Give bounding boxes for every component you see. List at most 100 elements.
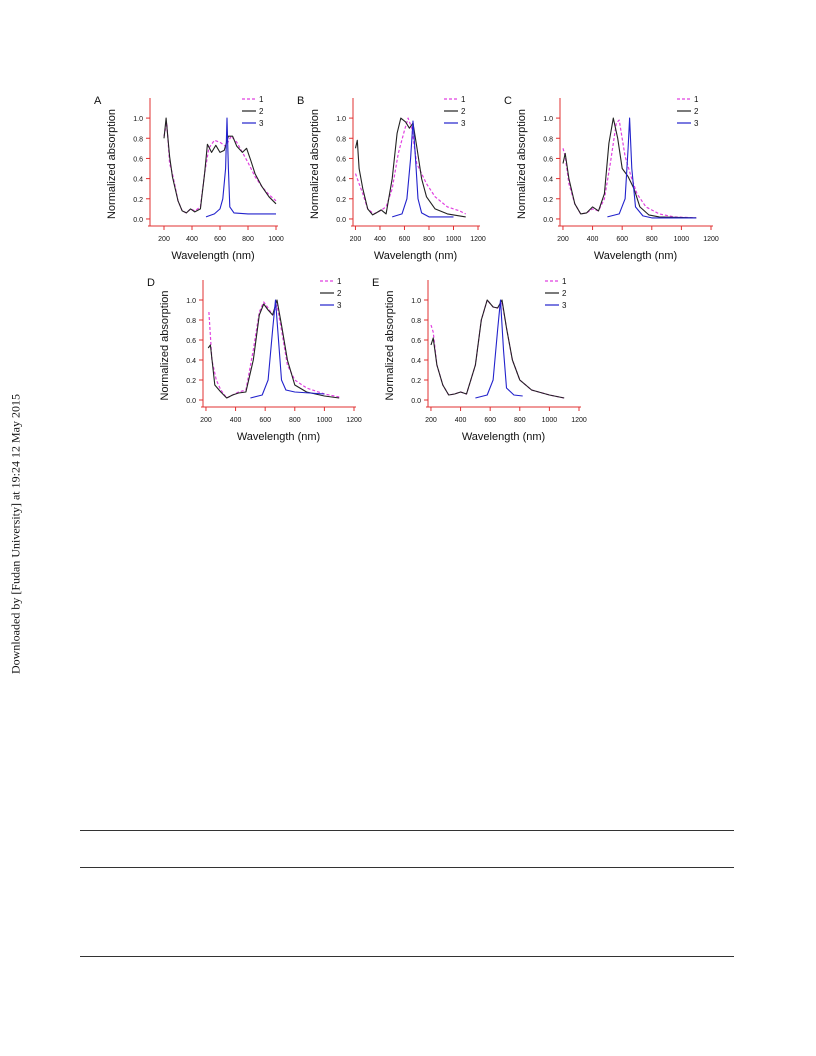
series-line-2 — [163, 117, 277, 214]
x-tick-label: 800 — [289, 417, 301, 424]
chart-panel-b: B 0.0 0.2 0.4 0.6 0.8 1.0 200 400 600 800 1000 1200 W… — [297, 95, 486, 262]
x-tick-label: 400 — [587, 236, 599, 243]
series-line-3 — [205, 117, 276, 218]
legend-label-2: 2 — [337, 289, 342, 298]
x-tick-label: 400 — [230, 417, 242, 424]
y-tick-label: 1.0 — [186, 298, 196, 305]
y-tick-label: 0.0 — [543, 217, 553, 224]
x-axis-label: Wavelength (nm) — [374, 250, 457, 262]
x-tick-label: 800 — [514, 417, 526, 424]
x-tick-label: 1000 — [317, 417, 333, 424]
series-line-3 — [392, 120, 454, 218]
x-tick-label: 600 — [616, 236, 628, 243]
x-tick-label: 200 — [158, 236, 170, 243]
x-tick-label: 1200 — [703, 236, 719, 243]
y-axis-label: Normalized absorption — [159, 290, 171, 400]
series-line-3 — [607, 117, 697, 219]
panel-letter: E — [372, 277, 379, 289]
chart-panel-c: C 0.0 0.2 0.4 0.6 0.8 1.0 200 400 600 800 1000 1200 W… — [504, 95, 719, 262]
panel-letter: C — [504, 95, 512, 107]
y-tick-label: 0.2 — [411, 378, 421, 385]
legend-label-3: 3 — [461, 119, 466, 128]
x-tick-label: 600 — [399, 236, 411, 243]
y-axis-label: Normalized absorption — [309, 109, 321, 219]
y-tick-label: 0.6 — [133, 156, 143, 163]
x-axis-label: Wavelength (nm) — [171, 250, 254, 262]
y-tick-label: 0.8 — [411, 318, 421, 325]
y-tick-label: 1.0 — [336, 116, 346, 123]
y-tick-label: 0.6 — [411, 338, 421, 345]
x-tick-label: 1200 — [346, 417, 362, 424]
y-tick-label: 1.0 — [543, 116, 553, 123]
y-tick-label: 0.2 — [336, 197, 346, 204]
divider-line-1 — [80, 830, 734, 831]
series-line-1 — [208, 301, 340, 399]
y-tick-label: 0.8 — [186, 318, 196, 325]
x-tick-label: 600 — [214, 236, 226, 243]
y-axis-label: Normalized absorption — [106, 109, 118, 219]
series-line-2 — [207, 299, 340, 399]
x-tick-label: 800 — [242, 236, 254, 243]
x-tick-label: 600 — [484, 417, 496, 424]
y-tick-label: 0.0 — [411, 398, 421, 405]
y-axis-label: Normalized absorption — [516, 109, 528, 219]
x-tick-label: 600 — [259, 417, 271, 424]
x-tick-label: 400 — [186, 236, 198, 243]
y-tick-label: 0.0 — [336, 217, 346, 224]
legend-label-2: 2 — [461, 107, 466, 116]
series-line-2 — [562, 117, 697, 219]
y-tick-label: 0.2 — [133, 197, 143, 204]
y-tick-label: 0.2 — [186, 378, 196, 385]
x-tick-label: 800 — [423, 236, 435, 243]
y-tick-label: 0.6 — [186, 338, 196, 345]
chart-panel-a: A 0.0 0.2 0.4 0.6 0.8 1.0 200 400 600 800 1000 Wavel… — [94, 95, 284, 262]
x-tick-label: 800 — [646, 236, 658, 243]
legend-label-1: 1 — [259, 95, 264, 104]
legend-label-3: 3 — [259, 119, 264, 128]
x-axis-label: Wavelength (nm) — [462, 431, 545, 443]
divider-line-2 — [80, 867, 734, 868]
x-tick-label: 1200 — [571, 417, 587, 424]
y-tick-label: 1.0 — [133, 116, 143, 123]
y-tick-label: 0.6 — [336, 156, 346, 163]
series-line-3 — [475, 299, 523, 399]
x-tick-label: 200 — [425, 417, 437, 424]
y-tick-label: 0.4 — [336, 177, 346, 184]
y-tick-label: 0.4 — [543, 177, 553, 184]
y-tick-label: 0.0 — [133, 217, 143, 224]
series-line-1 — [354, 117, 466, 215]
y-tick-label: 0.2 — [543, 197, 553, 204]
y-tick-label: 0.4 — [133, 177, 143, 184]
y-tick-label: 0.4 — [186, 358, 196, 365]
x-tick-label: 1000 — [268, 236, 284, 243]
series-line-2 — [430, 299, 565, 399]
x-tick-label: 1000 — [542, 417, 558, 424]
y-tick-label: 0.4 — [411, 358, 421, 365]
legend-label-2: 2 — [259, 107, 264, 116]
x-tick-label: 400 — [455, 417, 467, 424]
series-line-3 — [250, 299, 325, 399]
divider-line-3 — [80, 956, 734, 957]
x-tick-label: 400 — [374, 236, 386, 243]
x-tick-label: 1000 — [446, 236, 462, 243]
legend-label-1: 1 — [337, 277, 342, 286]
legend-label-2: 2 — [694, 107, 699, 116]
x-tick-label: 200 — [200, 417, 212, 424]
y-tick-label: 0.8 — [133, 136, 143, 143]
x-tick-label: 200 — [350, 236, 362, 243]
legend-label-3: 3 — [337, 301, 342, 310]
x-tick-label: 200 — [557, 236, 569, 243]
y-tick-label: 1.0 — [411, 298, 421, 305]
legend-label-1: 1 — [562, 277, 567, 286]
chart-panel-d: D 0.0 0.2 0.4 0.6 0.8 1.0 200 400 600 800 1000 1200 W… — [147, 277, 362, 443]
x-tick-label: 1200 — [470, 236, 486, 243]
panel-letter: B — [297, 95, 304, 107]
legend-label-1: 1 — [694, 95, 699, 104]
series-line-1 — [163, 122, 277, 214]
legend-label-3: 3 — [562, 301, 567, 310]
x-tick-label: 1000 — [674, 236, 690, 243]
panel-letter: A — [94, 95, 102, 107]
legend-label-1: 1 — [461, 95, 466, 104]
y-tick-label: 0.0 — [186, 398, 196, 405]
